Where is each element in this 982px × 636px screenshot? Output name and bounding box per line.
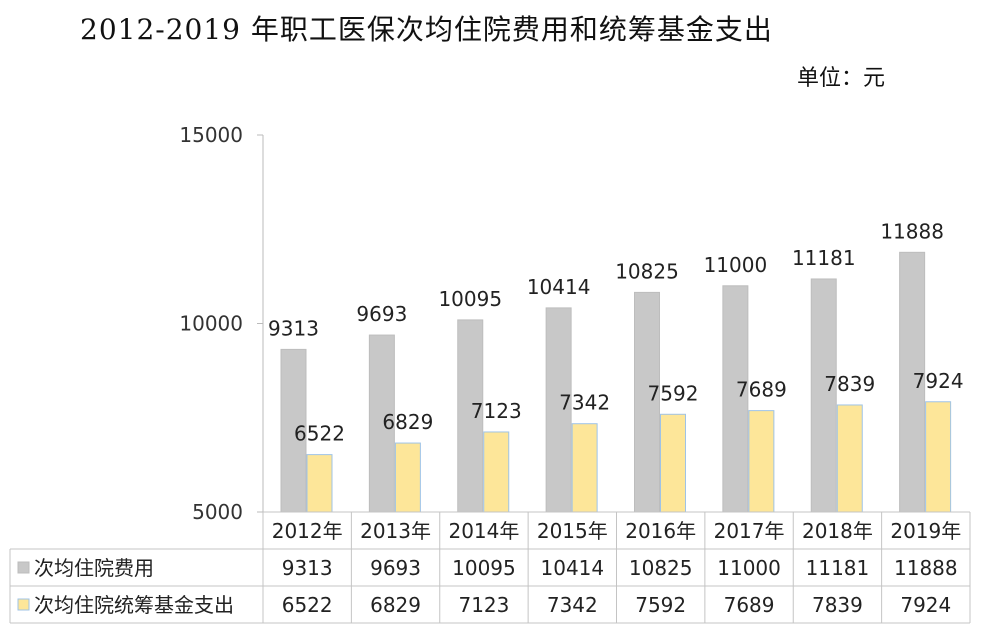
- data-label: 7839: [824, 372, 875, 396]
- bar-cost-2013年: [368, 334, 395, 513]
- table-cell: 6829: [370, 593, 421, 617]
- data-label: 11888: [880, 219, 944, 243]
- x-tick-label: 2014年: [448, 519, 519, 543]
- bar-fund-2016年: [660, 413, 686, 513]
- bar-cost-2015年: [545, 307, 572, 513]
- table-cell: 10414: [541, 556, 605, 580]
- bar-fund-2014年: [483, 431, 510, 513]
- y-tick-label: 15000: [179, 123, 243, 147]
- table-cell: 7839: [812, 593, 863, 617]
- bar-fund-2012年: [306, 454, 333, 513]
- x-tick-label: 2013年: [360, 519, 431, 543]
- bar-cost-2012年: [280, 348, 307, 513]
- table-cell: 7689: [724, 593, 775, 617]
- table-cell: 11181: [806, 556, 870, 580]
- data-label: 10414: [527, 275, 591, 299]
- table-cell: 7123: [458, 593, 509, 617]
- table-cell: 6522: [282, 593, 333, 617]
- data-label: 7123: [471, 399, 522, 423]
- table-cell: 11888: [894, 556, 958, 580]
- table-cell: 9693: [370, 556, 421, 580]
- data-label: 7924: [913, 369, 964, 393]
- data-label: 7342: [559, 391, 610, 415]
- data-label: 11000: [704, 253, 768, 277]
- table-cell: 7342: [547, 593, 598, 617]
- table-cell: 7924: [900, 593, 951, 617]
- legend-key: [17, 598, 30, 611]
- legend-label: 次均住院费用: [34, 556, 154, 580]
- x-tick-label: 2019年: [890, 519, 961, 543]
- y-tick-label: 10000: [179, 312, 243, 336]
- bar-fund-2019年: [925, 401, 952, 513]
- x-tick-label: 2017年: [714, 519, 785, 543]
- bar-fund-2013年: [394, 442, 421, 513]
- data-label: 7689: [736, 378, 787, 402]
- table-cell: 10095: [452, 556, 516, 580]
- data-label: 11181: [792, 246, 856, 270]
- data-label: 10825: [615, 259, 679, 283]
- x-tick-label: 2018年: [802, 519, 873, 543]
- data-label: 6829: [382, 410, 433, 434]
- table-cell: 9313: [282, 556, 333, 580]
- bar-fund-2017年: [748, 410, 775, 513]
- bar-cost-2018年: [810, 278, 837, 513]
- y-tick-label: 5000: [192, 500, 243, 524]
- legend-label: 次均住院统筹基金支出: [34, 593, 234, 617]
- table-cell: 7592: [635, 593, 686, 617]
- x-tick-label: 2012年: [272, 519, 343, 543]
- bar-fund-2015年: [571, 423, 598, 513]
- data-label: 10095: [438, 287, 502, 311]
- legend-key: [17, 561, 30, 574]
- bar-fund-2018年: [836, 404, 863, 513]
- bar-cost-2017年: [722, 285, 749, 513]
- data-label: 6522: [294, 422, 345, 446]
- table-cell: 10825: [629, 556, 693, 580]
- x-tick-label: 2016年: [625, 519, 696, 543]
- table-cell: 11000: [717, 556, 781, 580]
- data-label: 7592: [648, 381, 699, 405]
- chart-title: 2012-2019 年职工医保次均住院费用和统筹基金支出: [80, 13, 773, 46]
- data-label: 9313: [268, 316, 319, 340]
- unit-label: 单位：元: [797, 66, 886, 91]
- bar-cost-2016年: [634, 291, 660, 513]
- x-tick-label: 2015年: [537, 519, 608, 543]
- data-label: 9693: [356, 302, 407, 326]
